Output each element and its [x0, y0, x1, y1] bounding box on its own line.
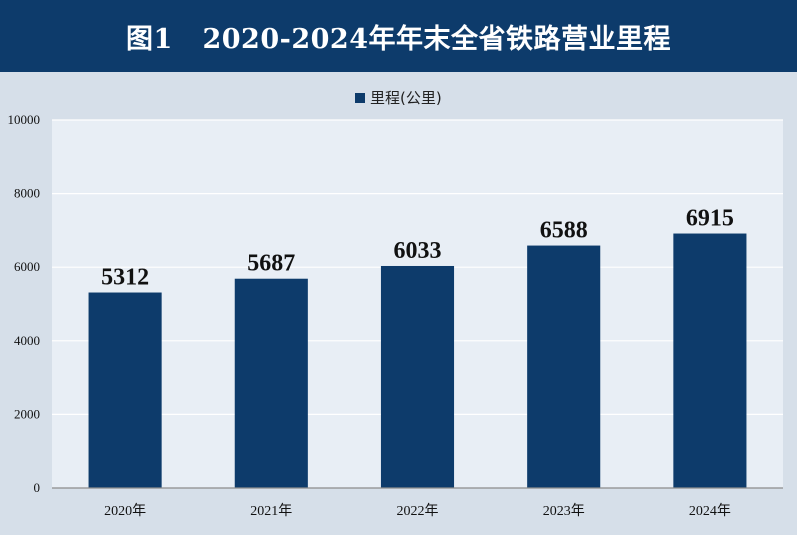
legend-swatch	[355, 93, 365, 103]
data-labels: 5312 5687 6033 6588 6915	[101, 206, 734, 291]
bar	[380, 265, 455, 488]
data-label: 6588	[540, 218, 588, 244]
y-tick-label: 0	[34, 480, 41, 495]
data-label: 5687	[247, 251, 295, 277]
chart-area: 里程(公里) 0 2000 4000 6000 8000 10000 5312 5687 60…	[0, 72, 797, 531]
bar	[88, 292, 162, 488]
bar	[673, 233, 747, 488]
bar	[234, 278, 308, 488]
bar-chart: 里程(公里) 0 2000 4000 6000 8000 10000 5312 5687 60…	[8, 89, 783, 519]
x-tick-label: 2023年	[543, 503, 585, 519]
legend: 里程(公里)	[355, 89, 442, 107]
chart-title: 图1 2020-2024年年末全省铁路营业里程	[126, 23, 671, 55]
x-tick-label: 2020年	[104, 503, 146, 519]
data-label: 6915	[686, 206, 734, 232]
x-axis: 2020年 2021年 2022年 2023年 2024年	[52, 487, 783, 519]
y-axis: 0 2000 4000 6000 8000 10000	[8, 112, 41, 495]
x-tick-label: 2024年	[689, 503, 731, 519]
y-tick-label: 6000	[14, 259, 40, 274]
y-tick-label: 8000	[14, 186, 40, 201]
y-tick-label: 10000	[8, 112, 41, 127]
bar	[527, 245, 601, 488]
data-label: 5312	[101, 265, 149, 291]
y-tick-label: 2000	[14, 406, 40, 421]
chart-header: 图1 2020-2024年年末全省铁路营业里程	[0, 0, 797, 72]
legend-label: 里程(公里)	[370, 89, 442, 107]
bars	[88, 233, 747, 488]
y-tick-label: 4000	[14, 333, 40, 348]
x-tick-label: 2022年	[397, 503, 439, 519]
x-tick-label: 2021年	[250, 503, 292, 519]
data-label: 6033	[394, 238, 442, 264]
